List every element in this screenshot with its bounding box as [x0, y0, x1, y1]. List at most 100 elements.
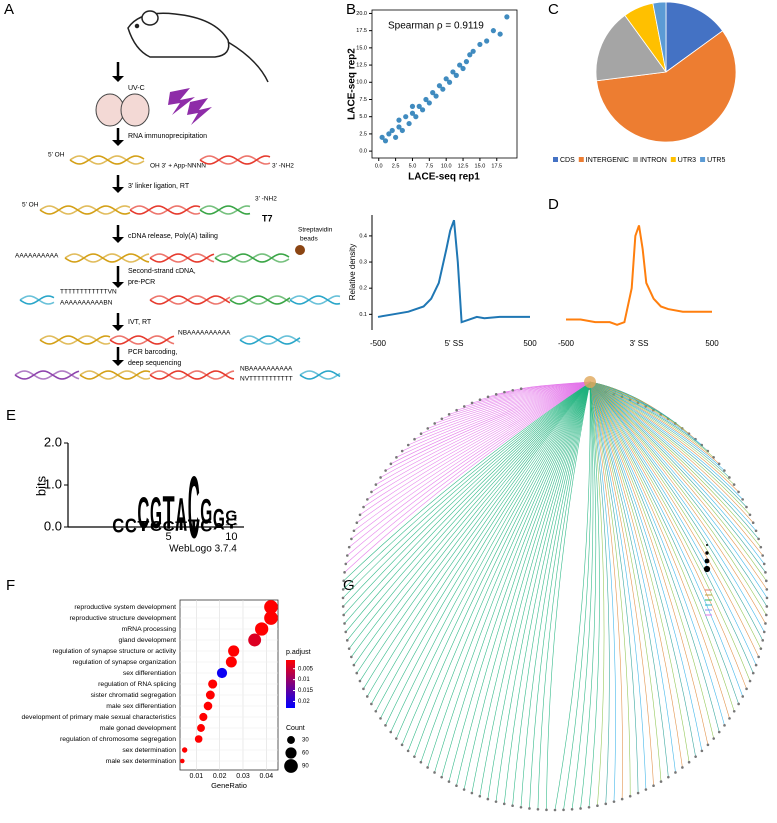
network-edge [589, 381, 730, 719]
gene-node [358, 513, 362, 517]
network-edge [589, 381, 702, 446]
network-edge [589, 381, 744, 697]
logo-letter-group: A [175, 488, 187, 541]
rna-strand [149, 295, 231, 305]
pie-slice [596, 30, 737, 143]
network-edge [589, 381, 715, 739]
gene-node [470, 401, 474, 405]
point [419, 107, 426, 113]
category-node [584, 376, 596, 388]
legend-label: UTR3 [678, 157, 696, 164]
network-edge [402, 381, 591, 452]
gene-node [712, 737, 716, 740]
logo-letter: G [200, 493, 212, 532]
strand-label: 5' OH [48, 152, 65, 159]
y-tick-label: 10.0 [356, 80, 367, 86]
point [396, 124, 402, 130]
strand-label: NBAAAAAAAAAA [178, 330, 231, 337]
dot [181, 747, 188, 753]
gene-node [342, 613, 345, 617]
network-edge [589, 381, 751, 682]
gene-node [728, 717, 731, 720]
network-edge [347, 381, 591, 556]
network-edge [589, 381, 768, 590]
panel-label: D [548, 196, 559, 213]
logo-letter: C [200, 516, 212, 536]
density-line [566, 225, 712, 326]
gene-node [426, 766, 429, 769]
point [504, 14, 510, 20]
logo-letter: C [163, 518, 175, 534]
size-legend-dot [285, 747, 297, 759]
network-edge [407, 381, 591, 751]
y-tick-label: 2.5 [359, 131, 367, 137]
x-axis-label: GeneRatio [211, 781, 247, 790]
network-edge [375, 381, 591, 485]
network-edge [448, 381, 591, 782]
network-edge [479, 381, 591, 797]
rna-strand [149, 253, 215, 263]
point [470, 48, 476, 54]
network-edge [380, 381, 591, 719]
network-edge [385, 381, 591, 471]
network-edge [427, 381, 591, 768]
network-edge [343, 381, 591, 582]
gene-node [717, 462, 721, 466]
network-edge [343, 381, 591, 616]
rna-strand [39, 335, 111, 345]
gene-node [562, 808, 565, 812]
gene-node [528, 807, 531, 810]
gene-node [379, 717, 382, 720]
logo-letter-group: C [137, 490, 149, 539]
legend-label: UTR5 [707, 157, 725, 164]
legend-swatch [553, 157, 558, 162]
network-edge [449, 381, 591, 415]
gene-node [754, 529, 758, 533]
y-tick-label: sex determination [122, 747, 176, 754]
gene-node [765, 588, 769, 591]
gene-node [358, 679, 362, 683]
rna-strand [229, 295, 291, 305]
network-edge [589, 381, 754, 523]
logo-letter: C [137, 490, 149, 539]
network-edge [589, 381, 709, 745]
network-edge [589, 381, 662, 782]
logo-letter: G [150, 490, 162, 539]
legend-swatch [700, 157, 706, 162]
gene-node [362, 505, 365, 509]
logo-letter-group: C [112, 515, 124, 538]
network-edge [589, 381, 739, 705]
network-edge [427, 381, 591, 429]
network-edge [589, 381, 616, 802]
rna-strand [299, 370, 341, 380]
point [386, 131, 392, 137]
dot [180, 758, 185, 764]
point [409, 103, 416, 109]
gene-node [745, 687, 748, 691]
logo-letter: G [225, 507, 237, 523]
gene-node [347, 647, 351, 650]
network-edge [589, 381, 757, 666]
logo-letter-group: T [175, 520, 188, 533]
network-edge [414, 381, 591, 440]
point [430, 90, 436, 96]
logo-letter: G [213, 504, 225, 534]
rna-strand [239, 335, 301, 345]
point [396, 117, 402, 123]
legend-swatch [578, 157, 584, 162]
network-edge [371, 381, 591, 493]
x-tick-label: -500 [558, 339, 575, 348]
network-edge [589, 381, 759, 658]
gene-node [723, 469, 726, 472]
network-edge [342, 381, 591, 590]
gene-node [462, 405, 466, 408]
dot [248, 633, 262, 647]
network-edge [589, 381, 690, 763]
network-edge [385, 381, 591, 726]
x-tick-label: 500 [705, 339, 719, 348]
network-edge [589, 381, 703, 751]
rna-strand [299, 370, 341, 380]
x-tick-label: 5.0 [409, 163, 417, 169]
logo-letter-group: G [213, 504, 225, 534]
network-edge [589, 381, 767, 616]
